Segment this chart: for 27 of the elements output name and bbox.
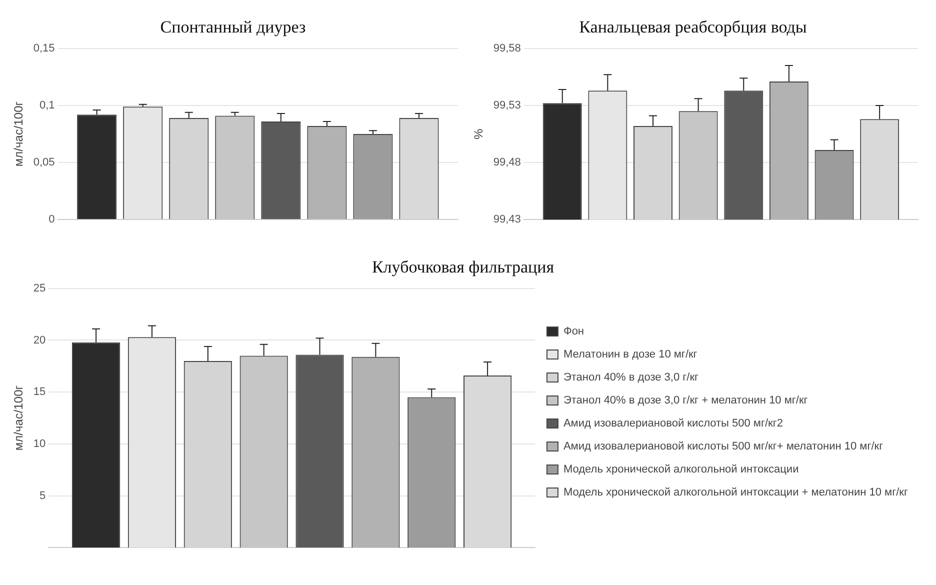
legend-label: Этанол 40% в дозе 3,0 г/кг + мелатонин 10 мг/кг (563, 394, 808, 407)
chart-title: Спонтанный диурез (160, 18, 306, 37)
y-axis-title: мл/час/100г (12, 100, 26, 167)
chart-title: Клубочковая фильтрация (372, 258, 554, 277)
y-axis-title: % (472, 128, 486, 140)
y-tick-label: 99,43 (493, 214, 521, 226)
y-tick-label: 0,15 (33, 42, 55, 54)
y-tick-label: 25 (33, 282, 46, 294)
legend-label: Модель хронической алкогольной интоксации + мелатонин 10 мг/кг (563, 486, 908, 499)
y-axis-title: мл/час/100г (12, 384, 26, 451)
y-tick-label: 99,48 (493, 156, 521, 169)
y-tick-label: 20 (33, 334, 46, 346)
y-tick-label: 99,53 (493, 100, 521, 112)
y-tick-label: 0 (48, 214, 55, 226)
y-tick-label: 10 (33, 438, 46, 450)
y-tick-label: 0,05 (33, 156, 55, 169)
legend-label: Амид изовалериановой кислоты 500 мг/кг+ мелатонин 10 мг/кг (563, 440, 884, 453)
y-tick-label: 5 (40, 490, 46, 502)
y-tick-label: 99,58 (493, 42, 521, 54)
legend-label: Фон (563, 326, 584, 338)
chart-title: Канальцевая реабсорбция воды (579, 18, 808, 37)
y-tick-label: 15 (33, 386, 46, 398)
y-tick-label: 0,1 (40, 100, 55, 112)
legend-label: Амид изовалериановой кислоты 500 мг/кг2 (563, 418, 783, 430)
legend-label: Мелатонин в дозе 10 мг/кг (563, 348, 698, 361)
legend-label: Модель хронической алкогольной интоксации (563, 464, 799, 476)
legend-label: Этанол 40% в дозе 3,0 г/кг (563, 372, 699, 384)
